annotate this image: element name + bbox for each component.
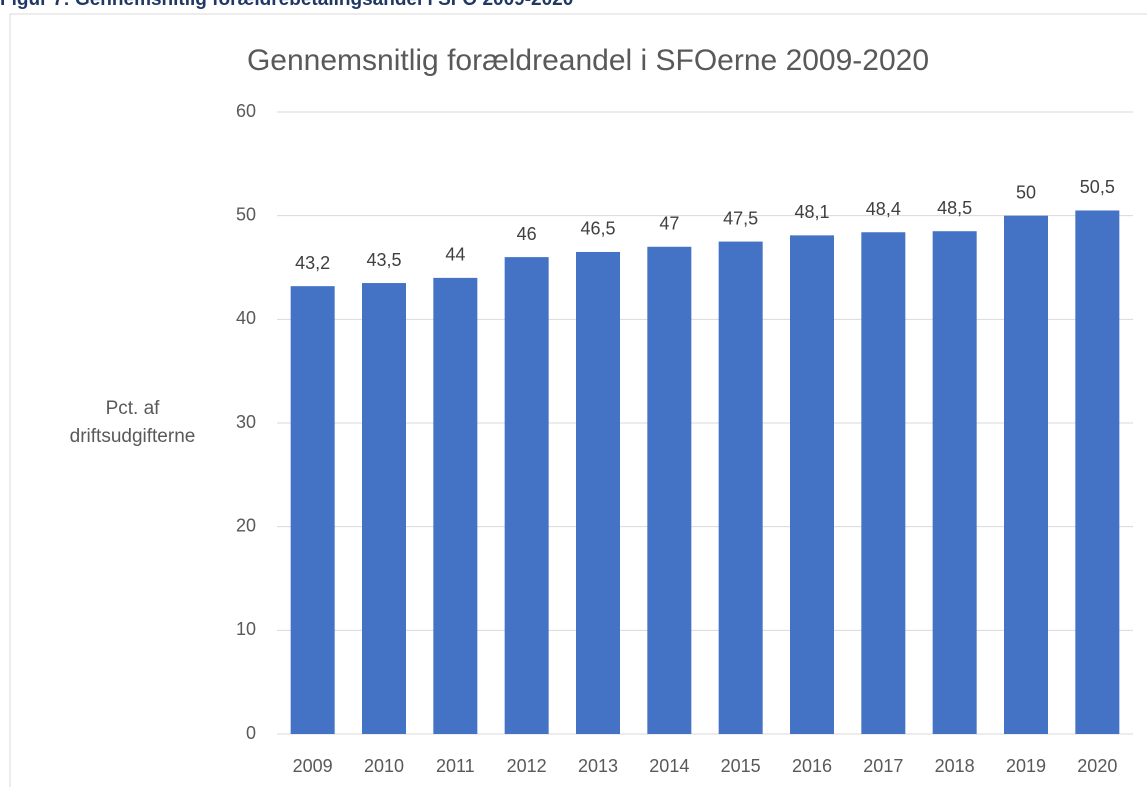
bar: [647, 246, 692, 734]
x-tick-label: 2013: [578, 756, 618, 776]
x-tick-label: 2012: [507, 756, 547, 776]
y-axis-label: Pct. af driftsudgifterne: [69, 398, 196, 447]
bar: [932, 231, 977, 734]
bar: [576, 251, 620, 734]
bar: [861, 232, 906, 734]
data-label: 48,4: [866, 199, 901, 219]
x-tick-label: 2016: [792, 756, 832, 776]
bar: [790, 235, 834, 734]
y-tick-label: 30: [236, 412, 256, 432]
x-tick-label: 2009: [293, 756, 333, 776]
y-axis-label-box: Pct. af driftsudgifterne: [69, 398, 196, 447]
bar: [362, 283, 406, 734]
chart-title: Gennemsnitlig forældreandel i SFOerne 20…: [247, 44, 929, 77]
y-tick-label: 20: [236, 515, 256, 535]
data-label: 47: [659, 214, 679, 234]
data-label: 48,1: [794, 202, 829, 222]
bar: [504, 257, 549, 734]
x-tick-label: 2010: [364, 756, 404, 776]
x-tick-label: 2017: [863, 756, 903, 776]
y-tick-label: 40: [236, 308, 256, 328]
y-tick-label: 50: [236, 204, 256, 224]
x-tick-label: 2018: [935, 756, 975, 776]
data-label: 43,2: [295, 253, 330, 273]
data-label: 50: [1016, 182, 1036, 202]
bar: [433, 277, 478, 734]
data-label: 46,5: [580, 219, 615, 239]
x-tick-label: 2015: [721, 756, 761, 776]
chart-frame: [9, 13, 1147, 787]
data-label: 44: [445, 245, 465, 265]
y-tick-label: 10: [236, 619, 256, 639]
data-label: 48,5: [937, 198, 972, 218]
x-tick-label: 2014: [649, 756, 689, 776]
y-tick-label: 60: [236, 101, 256, 121]
y-tick-label: 0: [246, 723, 256, 743]
x-tick-label: 2019: [1006, 756, 1046, 776]
bar: [1004, 215, 1048, 734]
bar: [1075, 210, 1120, 734]
x-tick-label: 2011: [436, 756, 475, 776]
bar: [718, 241, 763, 735]
bar: [290, 286, 335, 734]
x-tick-label: 2020: [1077, 756, 1117, 776]
figure-heading: Figur 7: Gennemsnitlig forældrebetalings…: [0, 0, 573, 10]
data-label: 50,5: [1080, 177, 1115, 197]
data-label: 46: [517, 224, 537, 244]
data-label: 43,5: [366, 250, 401, 270]
data-label: 47,5: [723, 208, 758, 228]
